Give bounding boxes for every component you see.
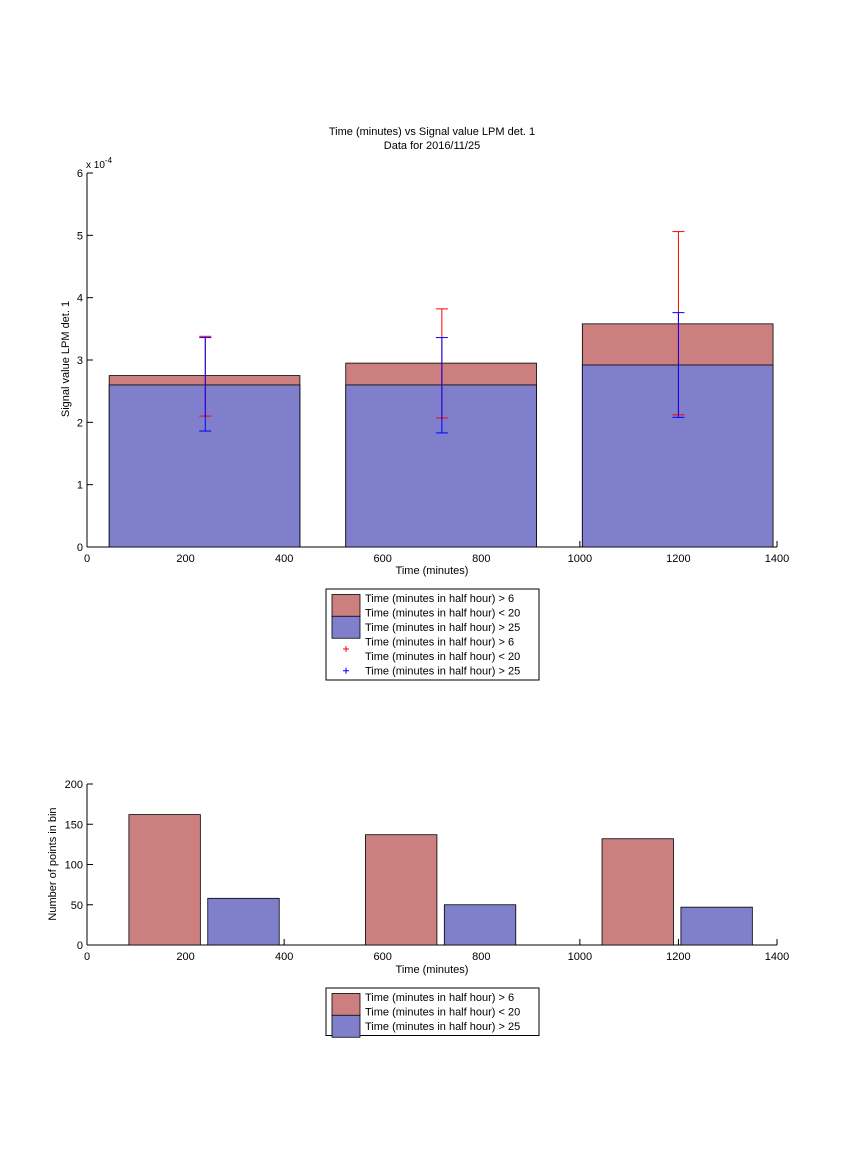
chart1-y-tick-label: 0 — [77, 542, 83, 554]
chart1-bar-blue — [581, 364, 774, 548]
chart1-y-tick-label: 5 — [77, 230, 83, 242]
chart2-legend-swatch — [331, 993, 361, 1016]
chart2-x-label: Time (minutes) — [396, 964, 469, 976]
chart1-exponent-power: -4 — [105, 156, 113, 165]
chart1-legend-label: Time (minutes in half hour) > 6 — [365, 637, 514, 649]
chart2-x-tick-label: 1000 — [568, 951, 592, 963]
chart2-legend-swatch — [331, 1014, 361, 1038]
chart1-legend-swatch — [331, 615, 361, 639]
chart1-x-tick-label: 1200 — [666, 553, 690, 565]
chart2-bar-red — [128, 814, 201, 946]
chart2-x-tick-label: 400 — [275, 951, 293, 963]
chart2-x-tick-label: 600 — [374, 951, 392, 963]
chart1-legend-label: Time (minutes in half hour) < 20 — [365, 651, 520, 663]
chart1-legend: Time (minutes in half hour) > 6 Time (min… — [325, 588, 540, 681]
chart1-plot: 0 200 400 600 800 1000 1200 1400 0 1 2 3 4 5 6 — [77, 168, 789, 565]
chart2-y-tick-label: 50 — [71, 900, 83, 912]
chart2-legend: Time (minutes in half hour) > 6 Time (min… — [325, 987, 540, 1038]
chart2-bar-blue — [443, 904, 517, 946]
chart1-legend-label: Time (minutes in half hour) > 25 — [365, 666, 520, 678]
chart2-plot: 0 200 400 600 800 1000 1200 1400 0 50 100 150 200 — [65, 779, 790, 963]
chart1-x-tick-label: 400 — [275, 553, 293, 565]
chart1-legend-box — [325, 588, 540, 681]
chart2-x-tick-label: 1200 — [666, 951, 690, 963]
chart2-x-tick-label: 800 — [472, 951, 490, 963]
chart1-x-tick-label: 1400 — [765, 553, 789, 565]
chart1-legend-label: Time (minutes in half hour) > 6 — [365, 593, 514, 605]
chart1-x-tick-label: 800 — [472, 553, 490, 565]
chart1-x-tick-label: 1000 — [568, 553, 592, 565]
chart2-bar-red — [365, 834, 438, 946]
chart1-x-tick-label: 200 — [176, 553, 194, 565]
chart1-subtitle: Data for 2016/11/25 — [384, 140, 480, 152]
chart1-y-tick-label: 6 — [77, 168, 83, 180]
chart2-y-label: Number of points in bin — [47, 807, 59, 920]
chart1-title: Time (minutes) vs Signal value LPM det. … — [329, 126, 535, 138]
chart2-bar-blue — [680, 906, 753, 946]
chart2-bar-blue — [207, 897, 280, 946]
chart1-exponent-label: x 10-4 — [86, 156, 113, 171]
chart1-x-label: Time (minutes) — [396, 565, 469, 577]
chart1-legend-swatch — [331, 594, 361, 617]
chart2-y-tick-label: 200 — [65, 779, 83, 791]
chart2-legend-label: Time (minutes in half hour) > 6 — [365, 992, 514, 1004]
chart1-x-tick-label: 0 — [84, 553, 90, 565]
chart1-bar-blue — [108, 384, 301, 548]
chart2-legend-box — [325, 987, 540, 1036]
chart2-x-tick-label: 200 — [176, 951, 194, 963]
chart1-y-tick-label: 4 — [77, 293, 83, 305]
chart2-legend-label: Time (minutes in half hour) < 20 — [365, 1007, 520, 1019]
chart1-y-tick-label: 3 — [77, 355, 83, 367]
chart2-y-tick-label: 0 — [77, 940, 83, 952]
chart2-x-tick-label: 1400 — [765, 951, 789, 963]
chart2-y-tick-label: 150 — [65, 819, 83, 831]
chart1-legend-label: Time (minutes in half hour) > 25 — [365, 622, 520, 634]
chart1-y-tick-label: 2 — [77, 417, 83, 429]
chart2-legend-label: Time (minutes in half hour) > 25 — [365, 1021, 520, 1033]
chart1-legend-label: Time (minutes in half hour) < 20 — [365, 608, 520, 620]
chart2-x-tick-label: 0 — [84, 951, 90, 963]
chart1-y-label: Signal value LPM det. 1 — [60, 301, 72, 417]
chart1-y-tick-label: 1 — [77, 480, 83, 492]
chart1-x-tick-label: 600 — [374, 553, 392, 565]
chart1-bar-blue — [345, 384, 537, 548]
chart2-y-tick-label: 100 — [65, 860, 83, 872]
chart2-bar-red — [601, 838, 674, 946]
